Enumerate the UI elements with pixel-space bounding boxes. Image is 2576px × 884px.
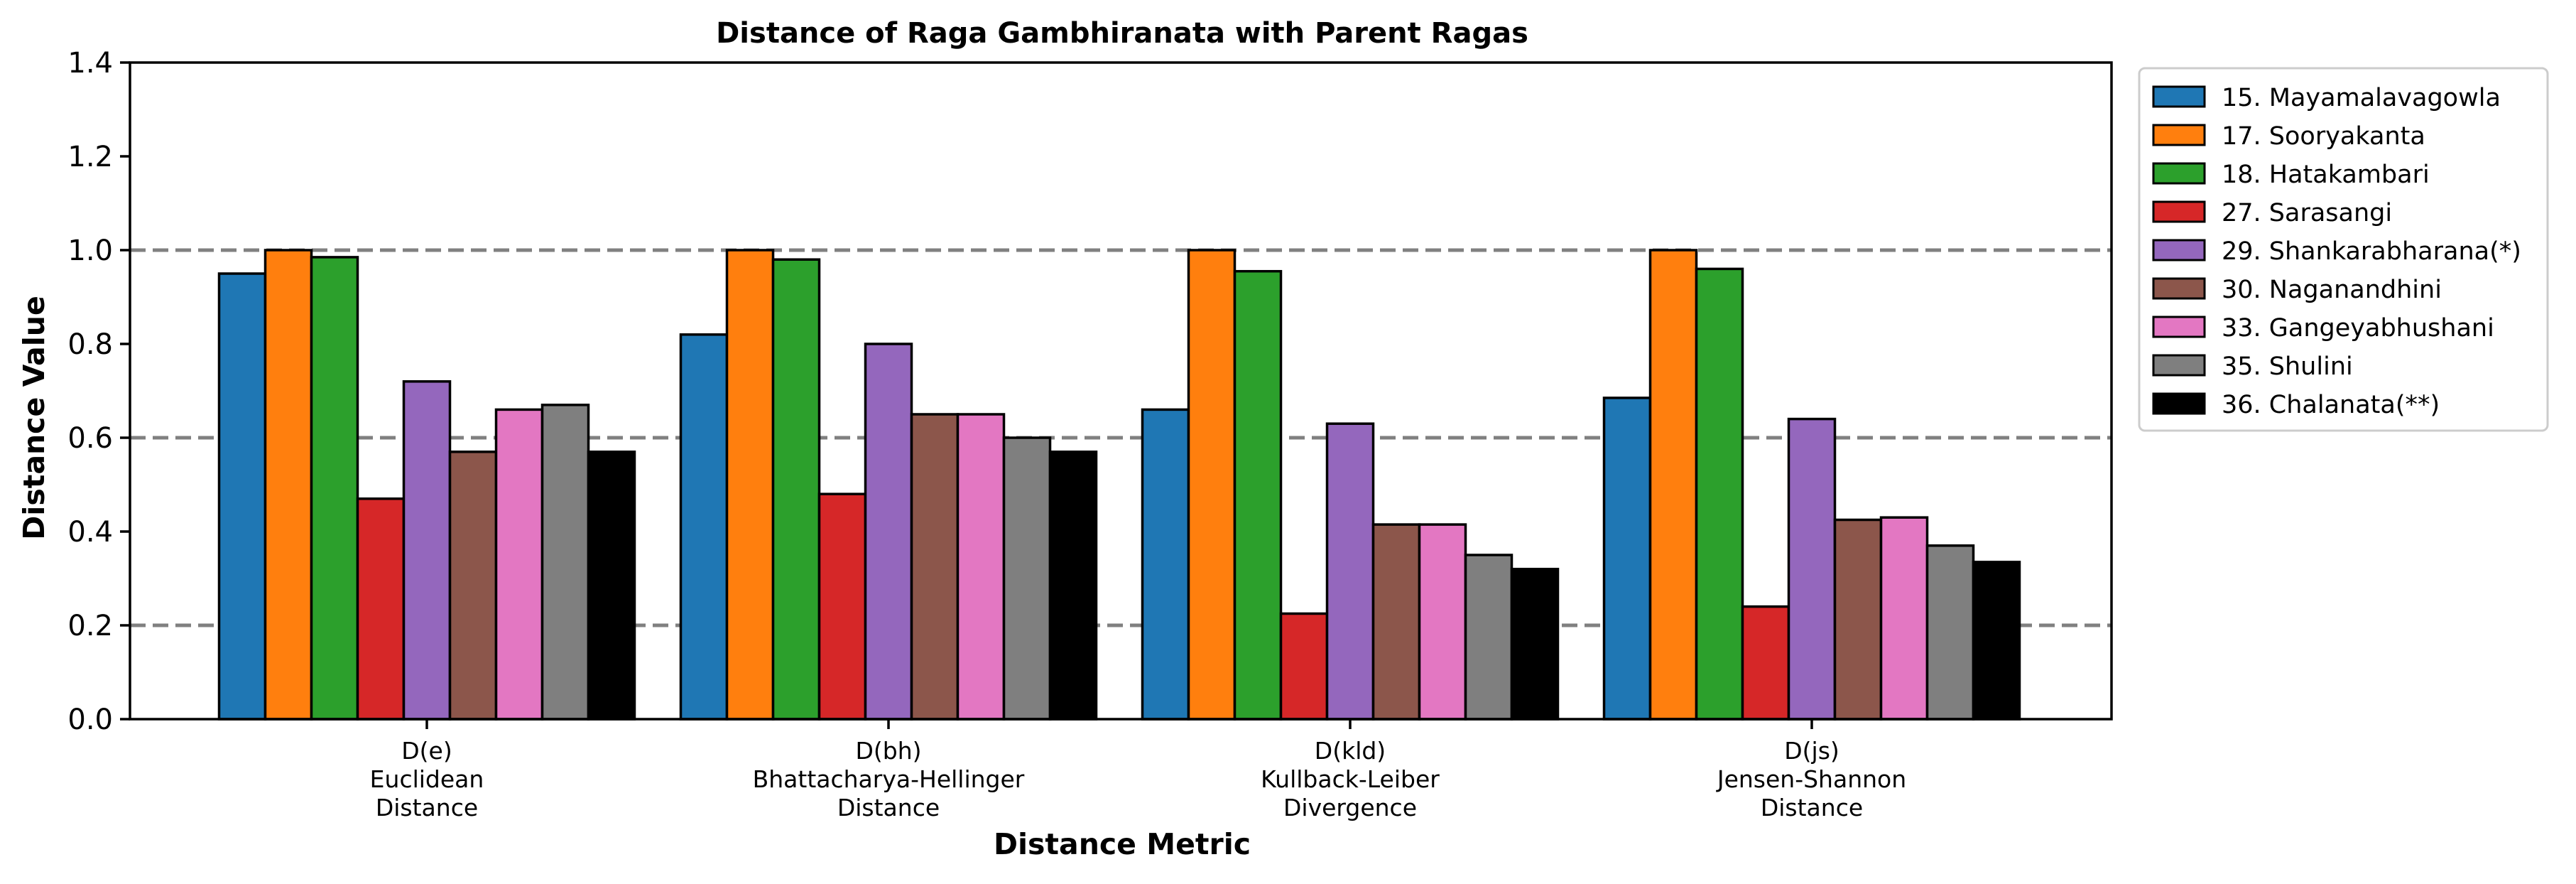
legend-box bbox=[2138, 67, 2549, 432]
bar bbox=[771, 258, 821, 721]
plot-area: 0.0 0.2 0.4 0.6 0.8 1.0 1.2 1.4 D(e) Euclidean Dis… bbox=[67, 47, 2113, 821]
y-tick-label: 1.0 bbox=[67, 235, 113, 267]
x-tick-label: D(bh) Bhattacharya-Hellinger Distance bbox=[753, 737, 1025, 821]
x-tick-label: D(kld) Kullback-Leiber Divergence bbox=[1261, 737, 1440, 821]
bar bbox=[402, 380, 452, 721]
legend-label: 17. Sooryakanta bbox=[2222, 122, 2425, 151]
y-tick-label: 0.8 bbox=[67, 328, 113, 361]
bar bbox=[1833, 518, 1883, 721]
legend-label: 33. Gangeyabhushani bbox=[2222, 314, 2494, 343]
legend-swatch bbox=[2152, 85, 2206, 108]
plot-frame bbox=[129, 61, 2113, 721]
bar bbox=[1879, 516, 1929, 721]
bar bbox=[587, 451, 636, 721]
bar bbox=[1648, 249, 1698, 721]
legend-swatch bbox=[2152, 392, 2206, 415]
y-tick-label: 0.6 bbox=[67, 422, 113, 455]
bar bbox=[1510, 568, 1560, 721]
bar bbox=[1371, 523, 1421, 721]
bar bbox=[494, 408, 544, 721]
bar bbox=[817, 492, 867, 721]
bar bbox=[263, 249, 313, 721]
legend-swatch bbox=[2152, 200, 2206, 223]
legend: 15. Mayamalavagowla 17. Sooryakanta 18. Ha… bbox=[2138, 67, 2549, 432]
bar bbox=[1325, 422, 1375, 721]
legend-label: 36. Chalanata(**) bbox=[2222, 391, 2440, 419]
bar bbox=[864, 343, 913, 721]
legend-label: 15. Mayamalavagowla bbox=[2222, 84, 2501, 112]
y-tick-label: 0.0 bbox=[67, 704, 113, 736]
bar bbox=[910, 413, 960, 721]
legend-swatch bbox=[2152, 162, 2206, 185]
bar bbox=[1187, 249, 1237, 721]
bar bbox=[217, 272, 267, 721]
legend-label: 27. Sarasangi bbox=[2222, 199, 2392, 227]
legend-swatch bbox=[2152, 277, 2206, 300]
bar bbox=[1233, 269, 1283, 721]
bar bbox=[448, 451, 498, 721]
bar bbox=[356, 497, 406, 721]
bar bbox=[1464, 554, 1513, 721]
bar bbox=[540, 404, 590, 721]
legend-label: 30. Naganandhini bbox=[2222, 276, 2442, 304]
x-tick-label: D(e) Euclidean Distance bbox=[370, 737, 484, 821]
chart-title: Distance of Raga Gambhiranata with Paren… bbox=[716, 17, 1528, 50]
bar bbox=[1972, 561, 2021, 721]
bar bbox=[1418, 523, 1467, 721]
legend-swatch bbox=[2152, 316, 2206, 338]
legend-label: 18. Hatakambari bbox=[2222, 161, 2430, 189]
bar bbox=[1787, 417, 1837, 721]
bar bbox=[1602, 397, 1652, 721]
y-tick-label: 0.2 bbox=[67, 610, 113, 642]
legend-swatch bbox=[2152, 239, 2206, 262]
legend-label: 35. Shulini bbox=[2222, 352, 2353, 381]
bar bbox=[1141, 408, 1190, 721]
y-tick-label: 1.4 bbox=[67, 47, 113, 80]
x-tick-label: D(js) Jensen-Shannon Distance bbox=[1716, 737, 1906, 821]
bar bbox=[1741, 605, 1790, 721]
bar bbox=[956, 413, 1006, 721]
bar bbox=[310, 256, 359, 721]
bar bbox=[679, 333, 729, 721]
bar bbox=[725, 249, 775, 721]
x-axis-label: Distance Metric bbox=[994, 827, 1251, 861]
y-tick-label: 0.4 bbox=[67, 516, 113, 549]
y-tick-label: 1.2 bbox=[67, 141, 113, 173]
bar bbox=[1279, 612, 1329, 721]
bar bbox=[1695, 267, 1744, 721]
bar bbox=[1002, 436, 1052, 721]
bar bbox=[1925, 544, 1975, 721]
legend-swatch bbox=[2152, 354, 2206, 377]
legend-label: 29. Shankarabharana(*) bbox=[2222, 237, 2521, 266]
legend-swatch bbox=[2152, 124, 2206, 146]
y-axis-label: Distance Value bbox=[17, 296, 51, 540]
bar bbox=[1048, 451, 1098, 721]
